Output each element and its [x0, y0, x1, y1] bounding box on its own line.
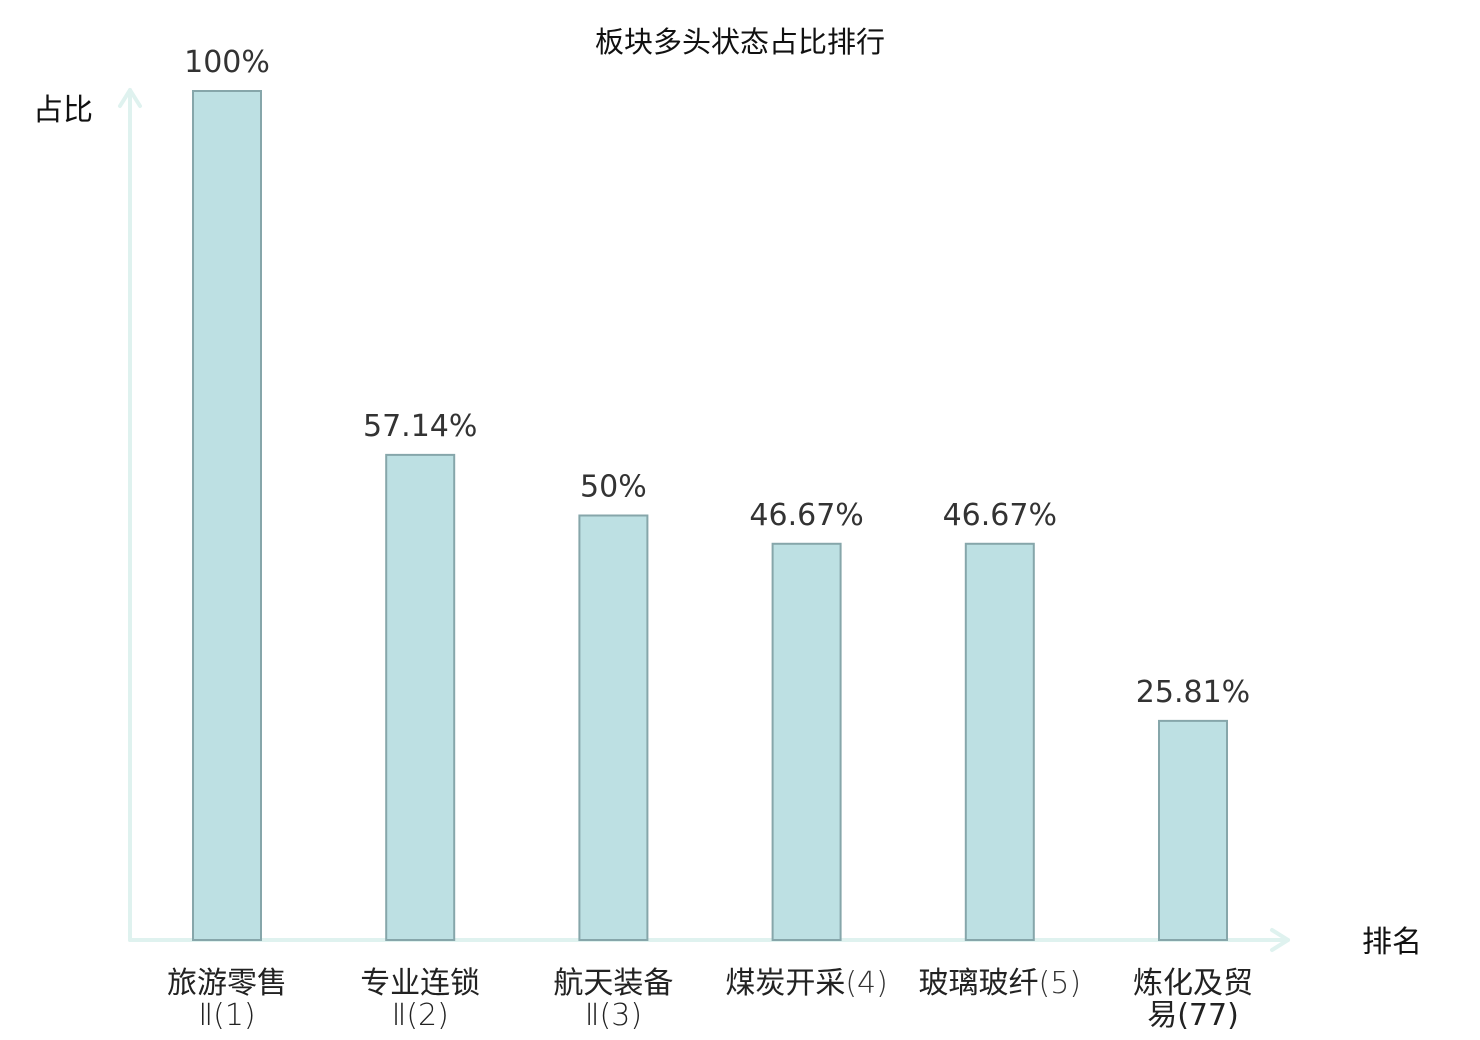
x-tick-label-line2: 易(77): [1147, 998, 1239, 1033]
x-axis-arrow: [1270, 928, 1290, 952]
x-tick-label-line2: Ⅱ(2): [392, 998, 449, 1033]
y-axis-arrow: [118, 88, 142, 108]
bar: [1158, 719, 1228, 942]
bar: [192, 90, 262, 941]
x-axis-label: 排名: [1362, 925, 1422, 960]
data-label: 57.14%: [363, 409, 477, 444]
x-tick-label: 煤炭开采(4): [725, 966, 888, 1001]
x-tick-label-line2: Ⅱ(1): [198, 998, 255, 1033]
data-label: 25.81%: [1136, 675, 1250, 710]
axes: [118, 88, 1290, 952]
x-tick-label-line2: Ⅱ(3): [585, 998, 642, 1033]
bar: [578, 514, 649, 941]
x-tick-label: 玻璃玻纤(5): [919, 966, 1082, 1001]
bar: [964, 542, 1035, 942]
x-tick-label: 炼化及贸: [1133, 966, 1253, 1001]
bars-group: [192, 90, 1228, 942]
data-label: 46.67%: [749, 498, 863, 533]
x-tick-label: 航天装备: [553, 966, 673, 1001]
bar: [385, 453, 456, 941]
value-labels-group: 100% 57.14% 50% 46.67% 46.67% 25.81%: [184, 45, 1250, 710]
bar: [771, 542, 842, 942]
x-tick-label: 旅游零售: [167, 966, 287, 1001]
x-tick-label: 专业连锁: [360, 966, 480, 1001]
data-label: 100%: [184, 45, 270, 80]
chart-title: 板块多头状态占比排行: [595, 25, 885, 59]
data-label: 50%: [580, 470, 647, 505]
data-label: 46.67%: [943, 498, 1057, 533]
y-axis-label: 占比: [33, 93, 93, 128]
